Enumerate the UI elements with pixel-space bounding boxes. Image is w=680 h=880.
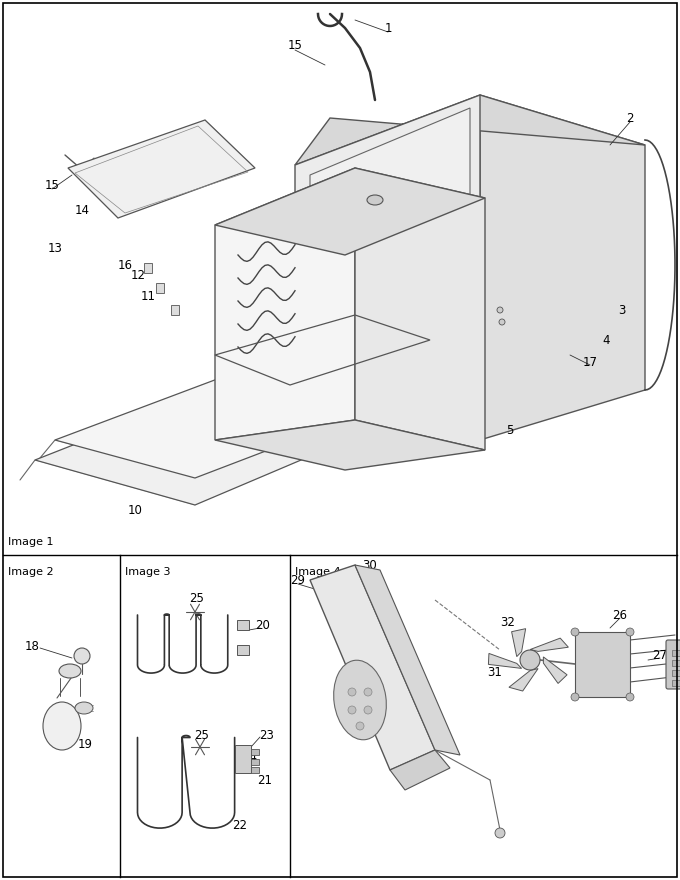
Text: Image 4: Image 4 [295, 567, 341, 577]
Text: 24: 24 [243, 751, 258, 764]
Bar [672, 650, 680, 656]
Polygon shape [68, 120, 255, 218]
Ellipse shape [334, 660, 386, 740]
Polygon shape [355, 565, 460, 755]
Text: 25: 25 [190, 591, 205, 605]
Polygon shape [55, 378, 360, 478]
Circle shape [495, 828, 505, 838]
Text: 17: 17 [583, 356, 598, 369]
Text: 1: 1 [384, 21, 392, 34]
Circle shape [499, 319, 505, 325]
Polygon shape [480, 95, 645, 440]
Bar [575, 632, 630, 697]
Text: 28: 28 [613, 642, 628, 655]
Bar [171, 305, 179, 315]
Bar [235, 745, 251, 773]
Bar [672, 670, 680, 676]
Bar [672, 660, 680, 666]
Text: 23: 23 [260, 729, 275, 742]
Circle shape [571, 693, 579, 701]
Bar [672, 680, 680, 686]
Text: 18: 18 [24, 640, 39, 652]
Text: 4: 4 [602, 334, 610, 347]
Circle shape [626, 628, 634, 636]
Polygon shape [543, 656, 567, 684]
Bar [144, 263, 152, 273]
Polygon shape [310, 108, 470, 430]
Text: 3: 3 [618, 304, 626, 317]
Text: 15: 15 [45, 179, 59, 192]
Text: Image 2: Image 2 [8, 567, 54, 577]
Text: 27: 27 [653, 649, 668, 662]
Text: 26: 26 [613, 608, 628, 621]
Circle shape [626, 693, 634, 701]
Bar [156, 283, 164, 293]
Text: 9: 9 [251, 434, 259, 446]
Bar [251, 767, 259, 773]
Text: 8: 8 [337, 444, 343, 457]
Text: 11: 11 [141, 290, 156, 303]
Ellipse shape [43, 702, 81, 750]
Circle shape [364, 688, 372, 696]
Text: 21: 21 [258, 774, 273, 787]
Ellipse shape [59, 664, 81, 678]
Polygon shape [488, 654, 522, 669]
Bar [237, 645, 249, 655]
Text: Image 1: Image 1 [8, 537, 54, 547]
Text: 32: 32 [500, 615, 515, 628]
Text: 25: 25 [194, 729, 209, 742]
Text: 16: 16 [118, 259, 133, 272]
Text: 14: 14 [75, 203, 90, 216]
Polygon shape [310, 565, 435, 770]
Circle shape [497, 307, 503, 313]
Polygon shape [355, 168, 485, 450]
Circle shape [74, 648, 90, 664]
Circle shape [348, 706, 356, 714]
Text: 13: 13 [48, 241, 63, 254]
Text: 31: 31 [488, 665, 503, 678]
Text: 5: 5 [507, 423, 513, 436]
Text: 29: 29 [290, 574, 305, 586]
Circle shape [364, 706, 372, 714]
Polygon shape [215, 168, 485, 255]
Text: Image 3: Image 3 [125, 567, 171, 577]
Polygon shape [295, 95, 480, 440]
Text: 12: 12 [131, 268, 146, 282]
Ellipse shape [75, 702, 93, 714]
Text: 20: 20 [256, 619, 271, 632]
Circle shape [348, 688, 356, 696]
Text: 15: 15 [288, 39, 303, 52]
Circle shape [520, 650, 540, 670]
FancyBboxPatch shape [666, 640, 680, 689]
Polygon shape [35, 395, 360, 505]
Bar [237, 620, 249, 630]
Polygon shape [215, 168, 355, 440]
Polygon shape [530, 638, 568, 651]
Bar [251, 749, 259, 755]
Polygon shape [390, 750, 450, 790]
Text: 7: 7 [314, 393, 322, 407]
Polygon shape [295, 95, 645, 165]
Text: 30: 30 [362, 559, 377, 571]
Text: 2: 2 [626, 112, 634, 124]
Text: 6: 6 [426, 202, 434, 215]
Polygon shape [509, 669, 538, 691]
Circle shape [571, 628, 579, 636]
Ellipse shape [367, 195, 383, 205]
Polygon shape [511, 628, 526, 656]
Circle shape [356, 722, 364, 730]
Text: 22: 22 [233, 818, 248, 832]
Text: 19: 19 [78, 737, 92, 751]
Polygon shape [215, 420, 485, 470]
Bar [251, 759, 259, 765]
Text: 10: 10 [128, 503, 142, 517]
